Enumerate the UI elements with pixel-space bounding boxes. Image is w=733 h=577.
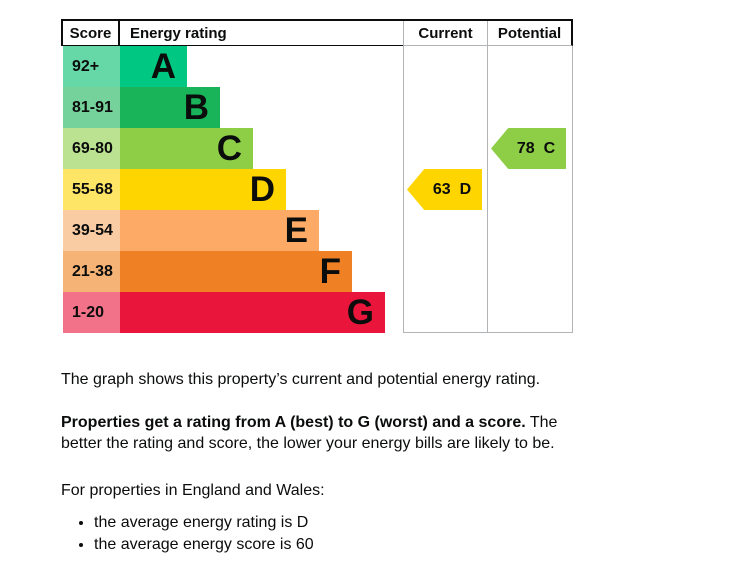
band-bar: F xyxy=(120,251,352,292)
epc-band-row: 1-20 G xyxy=(63,292,573,333)
band-letter: G xyxy=(346,293,374,332)
epc-chart: Score Energy rating Current Potential 92… xyxy=(61,19,573,333)
band-score-range: 55-68 xyxy=(63,169,120,210)
band-score-range: 81-91 xyxy=(63,87,120,128)
band-bar: A xyxy=(120,46,187,87)
band-letter: E xyxy=(284,211,308,250)
explanatory-text: The graph shows this property’s current … xyxy=(61,369,575,555)
potential-rating-arrow: 78 C xyxy=(491,128,566,169)
header-current: Current xyxy=(403,21,487,46)
current-letter: D xyxy=(459,180,472,198)
band-score-range: 92+ xyxy=(63,46,120,87)
list-item: the average energy rating is D xyxy=(94,512,575,533)
epc-page: Score Energy rating Current Potential 92… xyxy=(0,0,575,555)
list-item: the average energy score is 60 xyxy=(94,534,575,555)
epc-chart-header: Score Energy rating Current Potential xyxy=(61,19,573,46)
current-rating-arrow: 63 D xyxy=(407,169,482,210)
epc-band-row: 21-38 F xyxy=(63,251,573,292)
averages-list: the average energy rating is D the avera… xyxy=(61,512,575,555)
band-bar: C xyxy=(120,128,253,169)
band-bar: D xyxy=(120,169,286,210)
header-energy-rating: Energy rating xyxy=(120,21,403,46)
band-score-range: 1-20 xyxy=(63,292,120,333)
epc-chart-body: 92+ A 81-91 B 69-80 C 55-68 D 39-54 E 21… xyxy=(63,46,573,333)
band-letter: A xyxy=(150,47,176,86)
potential-score: 78 xyxy=(516,139,535,157)
band-letter: B xyxy=(183,88,209,127)
band-letter: C xyxy=(216,129,242,168)
intro-paragraph: The graph shows this property’s current … xyxy=(61,371,541,388)
header-potential: Potential xyxy=(487,21,573,46)
potential-letter: C xyxy=(543,139,556,157)
epc-band-row: 55-68 D xyxy=(63,169,573,210)
current-score: 63 xyxy=(432,180,451,198)
rating-paragraph: Properties get a rating from A (best) to… xyxy=(61,412,575,454)
rating-paragraph-rest: The better the rating and score, the low… xyxy=(61,414,558,452)
band-score-range: 21-38 xyxy=(63,251,120,292)
epc-band-row: 92+ A xyxy=(63,46,573,87)
region-heading: For properties in England and Wales: xyxy=(61,482,325,499)
header-score: Score xyxy=(61,21,120,46)
epc-band-row: 69-80 C xyxy=(63,128,573,169)
band-bar: G xyxy=(120,292,385,333)
epc-band-row: 39-54 E xyxy=(63,210,573,251)
rating-paragraph-bold: Properties get a rating from A (best) to… xyxy=(61,414,526,431)
band-bar: B xyxy=(120,87,220,128)
band-bar: E xyxy=(120,210,319,251)
epc-band-row: 81-91 B xyxy=(63,87,573,128)
band-score-range: 69-80 xyxy=(63,128,120,169)
band-letter: D xyxy=(249,170,275,209)
band-score-range: 39-54 xyxy=(63,210,120,251)
band-letter: F xyxy=(319,252,341,291)
